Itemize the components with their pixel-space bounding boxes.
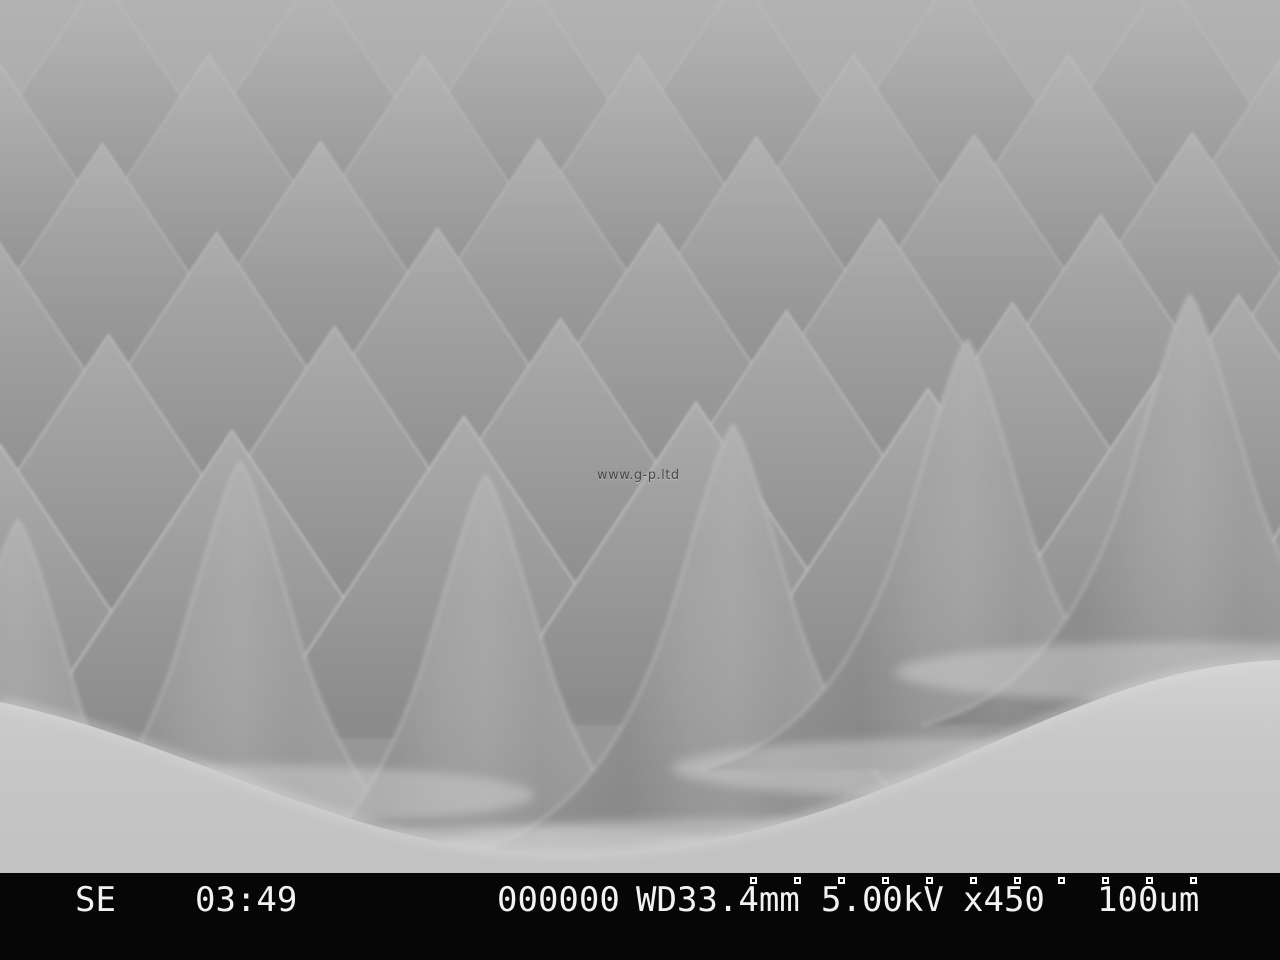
info-bar: SE 03:49 000000 WD33.4mm 5.00kV x450 100um — [0, 873, 1280, 960]
scale-bar-dot — [1146, 877, 1153, 884]
scale-bar-dot — [1102, 877, 1109, 884]
watermark: www.g-p.ltd — [597, 468, 680, 483]
scale-bar-dot — [1014, 877, 1021, 884]
scale-bar-dot — [882, 877, 889, 884]
scale-bar-dot — [1190, 877, 1197, 884]
scale-bar-dot — [970, 877, 977, 884]
scale-value-label: 100um — [1097, 880, 1200, 920]
scale-bar-dot — [838, 877, 845, 884]
frame-number-label: 000000 — [497, 880, 620, 920]
scale-bar-dot — [1058, 877, 1065, 884]
scale-bar-dot — [750, 877, 757, 884]
voltage-label: 5.00kV — [821, 880, 944, 920]
detector-label: SE — [75, 880, 116, 920]
sem-micrograph — [0, 0, 1280, 880]
scale-bar-dot — [794, 877, 801, 884]
scale-bar-dot — [926, 877, 933, 884]
time-label: 03:49 — [195, 880, 298, 920]
working-distance-label: WD33.4mm — [636, 880, 800, 920]
magnification-label: x450 — [963, 880, 1045, 920]
